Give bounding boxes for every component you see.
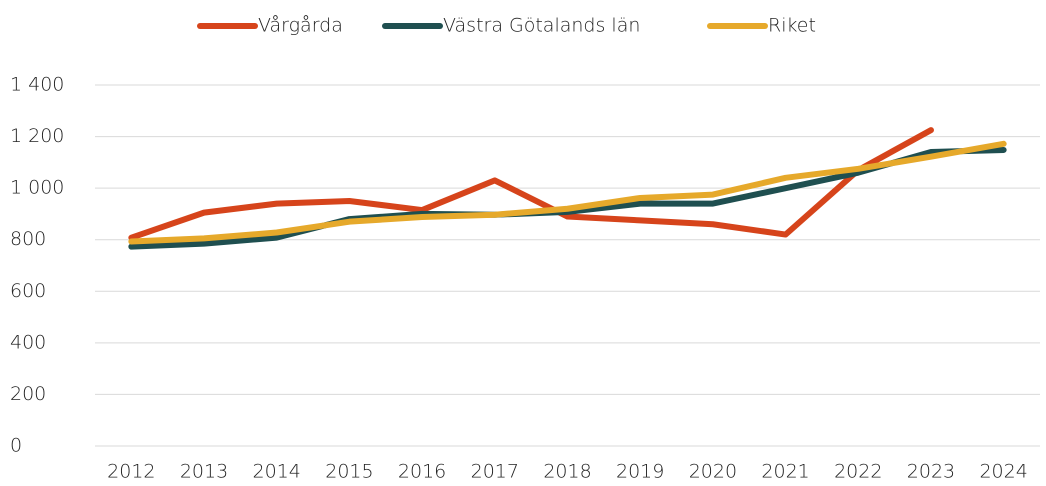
y-tick-label: 1 200 [10,125,64,147]
x-tick-label: 2016 [398,461,446,483]
series-line [128,140,1007,245]
y-tick-label: 600 [10,280,46,302]
x-tick-label: 2017 [471,461,519,483]
x-tick-label: 2013 [180,461,228,483]
legend-label: Västra Götalands län [443,15,640,37]
x-tick-label: 2015 [325,461,373,483]
y-tick-label: 1 000 [10,177,64,199]
x-tick-label: 2024 [979,461,1027,483]
y-tick-label: 1 400 [10,74,64,96]
y-tick-label: 800 [10,228,46,250]
x-tick-label: 2022 [834,461,882,483]
x-tick-label: 2020 [689,461,737,483]
x-tick-label: 2019 [616,461,664,483]
x-tick-label: 2012 [107,461,155,483]
x-tick-label: 2018 [543,461,591,483]
y-tick-label: 0 [10,435,22,457]
y-tick-label: 400 [10,331,46,353]
series-line [128,146,1007,250]
legend-label: Vårgårda [258,15,343,37]
x-tick-label: 2014 [253,461,301,483]
x-tick-label: 2023 [907,461,955,483]
series-line [128,127,934,241]
x-tick-label: 2021 [761,461,809,483]
y-tick-label: 200 [10,383,46,405]
legend-label: Riket [768,15,816,37]
